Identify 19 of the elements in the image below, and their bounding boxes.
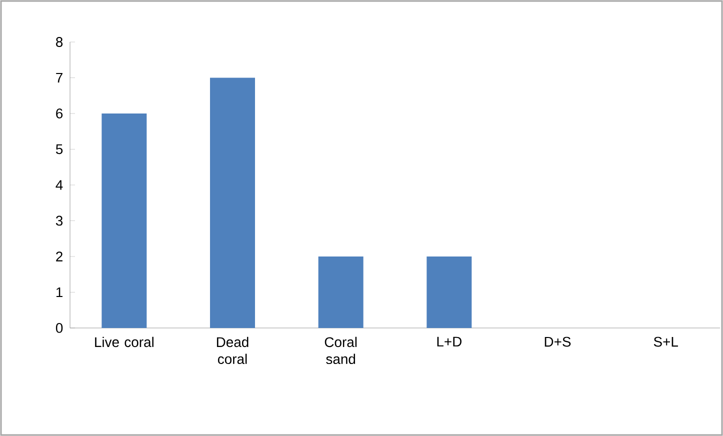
- y-tick-label: 0: [56, 323, 63, 333]
- y-tick-label: 2: [56, 252, 62, 262]
- x-tick-label: L+D: [437, 336, 462, 346]
- y-tick-label: 4: [56, 180, 63, 190]
- x-tick-label: Dead coral: [216, 336, 248, 364]
- x-tick-label: Coral sand: [324, 336, 357, 364]
- y-tick-label: 5: [56, 144, 63, 154]
- x-tick-label: Live coral: [95, 336, 154, 348]
- y-tick-label: 7: [56, 72, 62, 83]
- bar: [426, 256, 472, 328]
- y-tick-label: 8: [56, 37, 63, 47]
- bar: [210, 78, 256, 328]
- x-tick-label: D+S: [544, 336, 571, 347]
- y-tick-label: 3: [56, 216, 63, 226]
- x-tick-label: S+L: [654, 336, 678, 347]
- bar: [318, 256, 364, 328]
- y-tick-label: 1: [56, 287, 62, 298]
- bar: [102, 113, 147, 328]
- y-tick-label: 6: [56, 108, 63, 118]
